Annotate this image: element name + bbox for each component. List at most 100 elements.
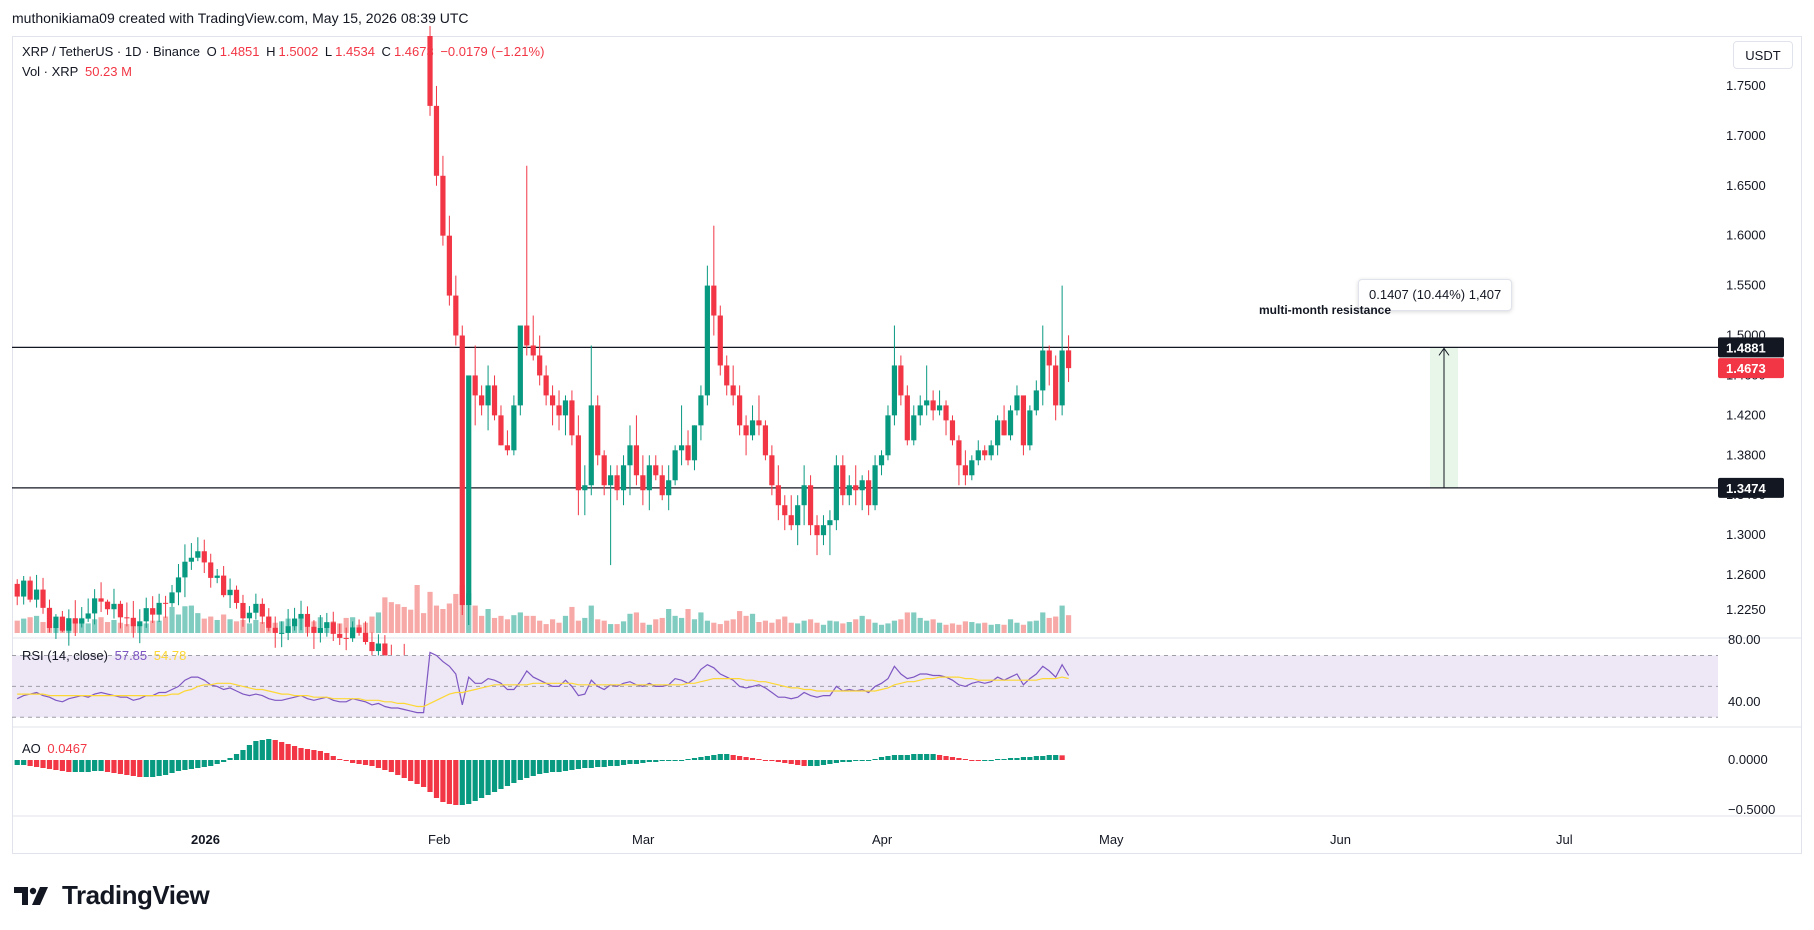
ao-bar — [117, 760, 124, 774]
ao-bar — [137, 760, 143, 777]
volume-bar — [427, 591, 433, 633]
resistance-price-tag-bg — [1718, 337, 1784, 358]
ao-bar — [221, 760, 227, 762]
volume-bar — [801, 620, 807, 633]
currency-button[interactable]: USDT — [1733, 41, 1793, 69]
volume-bar — [491, 617, 498, 633]
ao-bar — [21, 760, 27, 765]
candle-body — [859, 480, 865, 491]
volume-bar — [969, 622, 975, 633]
ao-bar — [33, 760, 40, 767]
candle-body — [788, 515, 794, 526]
candle-body — [446, 235, 452, 296]
ao-bar — [27, 760, 33, 766]
candle-body — [246, 612, 253, 619]
candle-body — [175, 577, 182, 593]
volume-bar — [704, 620, 710, 633]
volume-label[interactable]: Vol · XRP — [22, 64, 79, 79]
ao-bar — [214, 760, 220, 764]
ao-bar — [479, 760, 485, 798]
ao-bar — [956, 758, 962, 760]
candle-body — [427, 36, 433, 106]
candle-body — [285, 626, 291, 633]
ao-bar — [246, 745, 253, 760]
ao-bar — [1007, 758, 1014, 760]
ao-bar — [259, 740, 265, 760]
candle-body — [872, 465, 878, 506]
candle-body — [633, 445, 640, 476]
ao-bar — [995, 759, 1001, 760]
volume-bar — [646, 624, 652, 633]
volume-bar — [388, 602, 394, 633]
candle-body — [749, 420, 756, 436]
volume-bar — [788, 622, 794, 633]
brand[interactable]: TradingView — [14, 880, 210, 911]
support-price-tag: 1.3474 — [1726, 481, 1767, 496]
volume-bar — [201, 618, 207, 633]
candle-body — [685, 445, 691, 461]
candle-body — [201, 551, 207, 563]
volume-bar — [195, 613, 201, 633]
candle-body — [330, 622, 336, 634]
price-tick-label: 1.2600 — [1726, 567, 1766, 582]
candle-body — [530, 345, 536, 356]
volume-bar — [433, 605, 440, 633]
ao-bar — [472, 760, 478, 801]
ao-bar — [685, 759, 691, 760]
candle-body — [233, 589, 240, 603]
candle-body — [666, 480, 672, 496]
candle-body — [846, 485, 852, 496]
volume-bar — [666, 609, 672, 633]
ao-bar — [195, 760, 201, 768]
resistance-price-tag: 1.4881 — [1726, 340, 1766, 355]
ao-bar — [111, 760, 117, 773]
ao-bar — [382, 760, 388, 770]
high-label: H — [266, 44, 276, 59]
ao-bar — [446, 760, 452, 804]
ao-bar — [1040, 756, 1046, 760]
ao-bar — [595, 760, 601, 767]
candle-body — [782, 505, 788, 516]
ao-bar — [175, 760, 182, 771]
candle-body — [853, 485, 859, 491]
symbol-label[interactable]: XRP / TetherUS · 1D · Binance — [22, 44, 200, 59]
time-tick-label: Apr — [872, 832, 893, 847]
ao-bar — [1053, 755, 1059, 760]
candle-body — [375, 643, 382, 652]
candle-body — [253, 603, 259, 613]
volume-bar — [633, 612, 640, 633]
candle-body — [382, 643, 388, 658]
candle-body — [214, 575, 220, 578]
rsi-legend: RSI (14, close) 57.85 54.78 — [22, 648, 189, 663]
volume-bar — [562, 615, 569, 633]
candle-body — [807, 485, 814, 526]
candle-body — [79, 618, 85, 624]
candle-body — [259, 603, 265, 617]
ao-bar — [885, 756, 891, 760]
volume-bar — [846, 622, 852, 633]
rsi-line — [16, 651, 1070, 714]
ao-bar — [549, 760, 556, 772]
candle-body — [298, 613, 304, 619]
ao-bar — [962, 759, 968, 760]
candle-body — [711, 285, 717, 316]
close-label: C — [381, 44, 391, 59]
candle-body — [433, 105, 440, 176]
volume-bar — [182, 606, 188, 633]
ao-bar — [279, 742, 285, 760]
candle-body — [814, 525, 820, 536]
ao-bar — [969, 760, 975, 761]
volume-bar — [485, 609, 491, 633]
ao-label[interactable]: AO — [22, 741, 41, 756]
candle-body — [962, 465, 968, 476]
ao-bar — [698, 757, 704, 760]
ao-bar — [975, 760, 981, 761]
candle-body — [124, 617, 130, 619]
time-tick-label: Mar — [632, 832, 655, 847]
ao-bar — [807, 760, 814, 766]
candle-body — [337, 633, 343, 638]
candle-body — [1014, 395, 1020, 411]
ao-bar — [833, 760, 839, 763]
rsi-label[interactable]: RSI (14, close) — [22, 648, 108, 663]
